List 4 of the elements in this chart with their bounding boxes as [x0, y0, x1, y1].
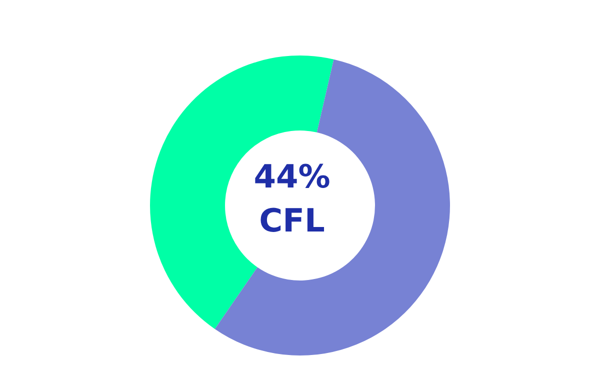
data-label: 44% [254, 158, 330, 196]
slice-label: CFL [259, 202, 325, 240]
donut-slice [150, 56, 334, 329]
donut-slice [214, 59, 450, 356]
